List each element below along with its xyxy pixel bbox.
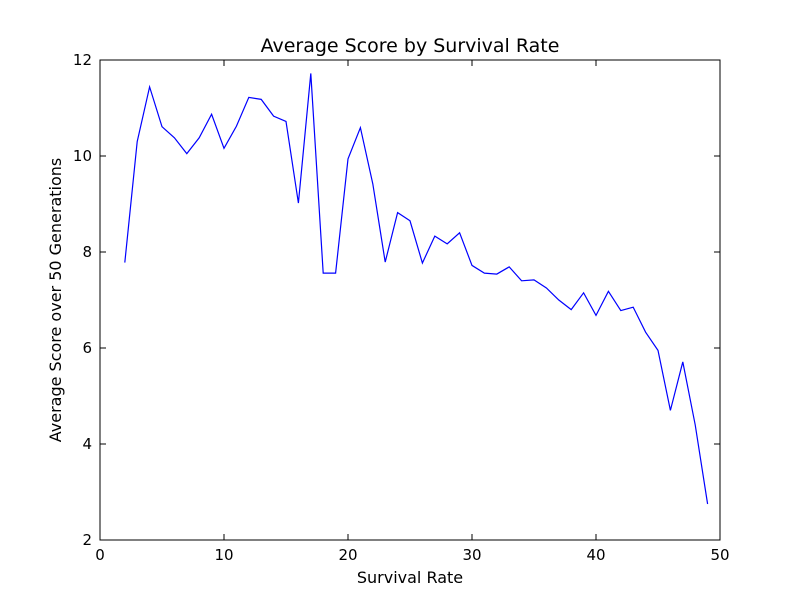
x-tick-label: 10 bbox=[214, 546, 233, 564]
y-axis-ticks: 2 4 6 8 10 12 bbox=[73, 51, 720, 549]
chart-title: Average Score by Survival Rate bbox=[261, 35, 560, 57]
y-tick-label: 12 bbox=[73, 51, 92, 69]
x-tick-label: 40 bbox=[586, 546, 605, 564]
y-axis-label: Average Score over 50 Generations bbox=[46, 158, 65, 443]
y-tick-label: 6 bbox=[82, 339, 92, 357]
plot-area: 0 10 20 30 40 50 2 4 6 8 10 12 bbox=[73, 51, 730, 564]
x-tick-label: 0 bbox=[95, 546, 105, 564]
x-axis-ticks: 0 10 20 30 40 50 bbox=[95, 60, 730, 564]
x-axis-label: Survival Rate bbox=[357, 568, 463, 587]
y-tick-label: 10 bbox=[73, 147, 92, 165]
axes-frame bbox=[99, 59, 721, 541]
series-line bbox=[124, 73, 709, 505]
y-tick-label: 4 bbox=[82, 435, 92, 453]
y-tick-label: 2 bbox=[82, 531, 92, 549]
y-tick-label: 8 bbox=[82, 243, 92, 261]
x-tick-label: 50 bbox=[710, 546, 729, 564]
x-tick-label: 20 bbox=[338, 546, 357, 564]
x-tick-label: 30 bbox=[462, 546, 481, 564]
series-group bbox=[124, 73, 709, 505]
